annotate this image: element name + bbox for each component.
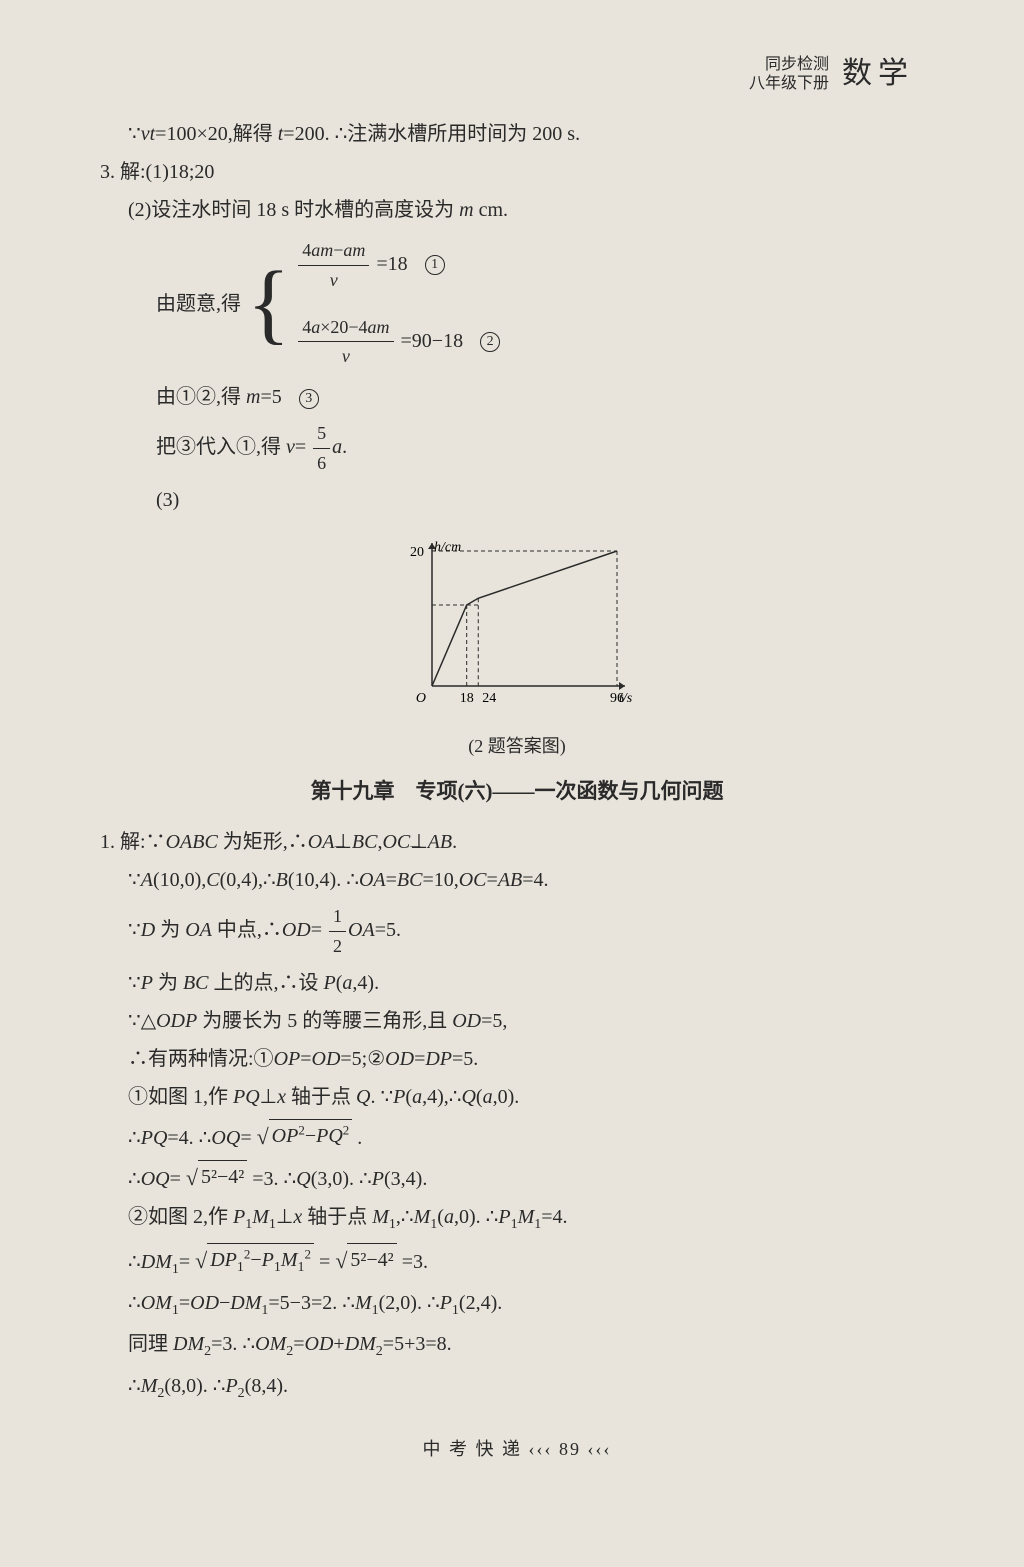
svg-text:O: O [416, 691, 426, 706]
left-brace-icon: { [247, 259, 290, 349]
header-line1: 同步检测 [765, 56, 829, 73]
text-line: ∵D 为 OA 中点,∴OD= 12OA=5. [128, 902, 934, 961]
svg-text:t/s: t/s [619, 691, 633, 706]
text-line: 把③代入①,得 v= 56a. [156, 419, 934, 478]
equation-1: 4am−amv =18 1 [296, 236, 502, 295]
header-subject: 数学 [842, 50, 914, 98]
text-line: ∴有两种情况:①OP=OD=5;②OD=DP=5. [128, 1043, 934, 1075]
text-line: (3) [156, 484, 934, 516]
equation-system: 由题意,得 { 4am−amv =18 1 4a×20−4amv =90−18 … [156, 236, 934, 371]
text-line: 由①②,得 m=5 3 [156, 381, 934, 413]
svg-text:24: 24 [482, 691, 496, 706]
text-line: 3. 解:(1)18;20 [100, 156, 934, 188]
text-line: ∵P 为 BC 上的点,∴设 P(a,4). [128, 967, 934, 999]
circled-3-icon: 3 [299, 389, 319, 409]
svg-text:h/cm: h/cm [434, 540, 461, 555]
text-line: ∵A(10,0),C(0,4),∴B(10,4). ∴OA=BC=10,OC=A… [128, 864, 934, 896]
text-line: ∴OQ= √5²−4² =3. ∴Q(3,0). ∴P(3,4). [128, 1160, 934, 1195]
text-line: ∴DM1= √DP12−P1M12 = √5²−4² =3. [128, 1243, 934, 1281]
svg-text:18: 18 [460, 691, 474, 706]
text-line: ∵vt=100×20,解得 t=200. ∴注满水槽所用时间为 200 s. [128, 118, 934, 150]
text-line: ∵△ODP 为腰长为 5 的等腰三角形,且 OD=5, [128, 1005, 934, 1037]
section-title: 第十九章 专项(六)——一次函数与几何问题 [100, 775, 934, 809]
page-footer: 中 考 快 递 ‹‹‹ 89 ‹‹‹ [100, 1435, 934, 1464]
circled-1-icon: 1 [425, 255, 445, 275]
text-line: ∴M2(8,0). ∴P2(8,4). [128, 1370, 934, 1405]
page-header: 同步检测 八年级下册 数学 [100, 50, 934, 98]
text-line: 同理 DM2=3. ∴OM2=OD+DM2=5+3=8. [128, 1328, 934, 1363]
chart-svg: O20182496h/cmt/s [387, 536, 647, 716]
text-line: ∴PQ=4. ∴OQ= √OP2−PQ2 . [128, 1119, 934, 1154]
header-line2: 八年级下册 [749, 75, 829, 92]
chart-caption: (2 题答案图) [100, 732, 934, 761]
text-line: ∴OM1=OD−DM1=5−3=2. ∴M1(2,0). ∴P1(2,4). [128, 1287, 934, 1322]
svg-text:20: 20 [410, 545, 424, 560]
answer-chart: O20182496h/cmt/s (2 题答案图) [100, 536, 934, 761]
circled-2-icon: 2 [480, 332, 500, 352]
text-line: 1. 解:∵OABC 为矩形,∴OA⊥—BC,OC⊥—AB. [100, 826, 934, 858]
text-line: ①如图 1,作 PQ⊥x 轴于点 Q. ∵P(a,4),∴Q(a,0). [128, 1081, 934, 1113]
text-line: ②如图 2,作 P1M1⊥x 轴于点 M1,∴M1(a,0). ∴P1M1=4. [128, 1201, 934, 1236]
equation-2: 4a×20−4amv =90−18 2 [296, 313, 502, 372]
text-line: (2)设注水时间 18 s 时水槽的高度设为 m cm. [128, 194, 934, 226]
